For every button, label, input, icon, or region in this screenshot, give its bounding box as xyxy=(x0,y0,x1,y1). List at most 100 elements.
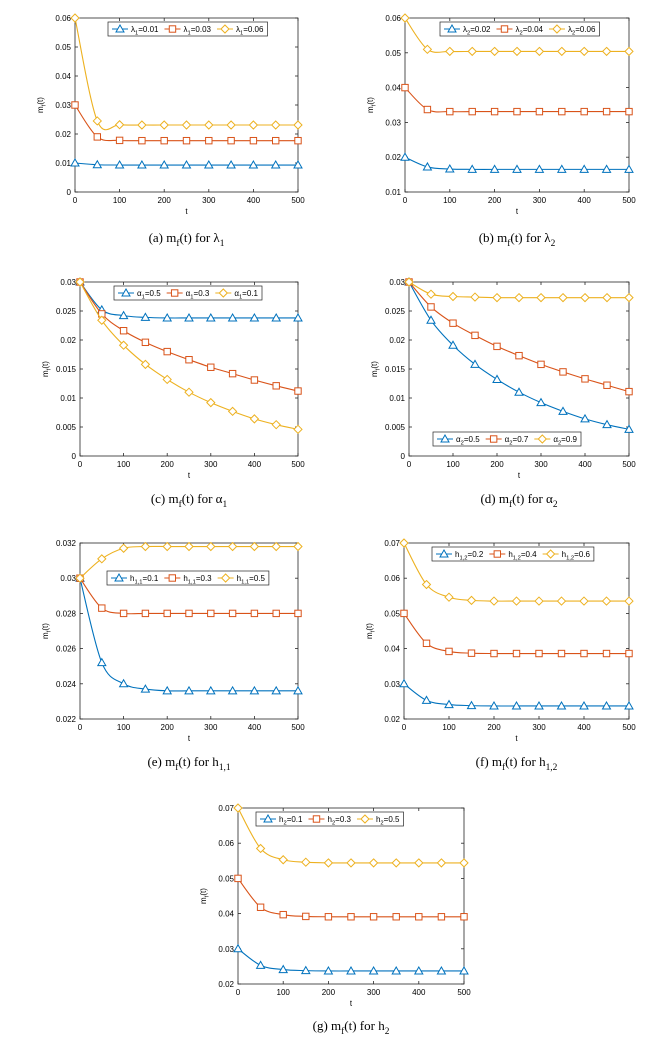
y-tick-label: 0.005 xyxy=(385,423,406,432)
data-point xyxy=(445,46,455,57)
legend-label: h1,2​=0.2 xyxy=(455,550,484,561)
legend-marker xyxy=(218,288,229,298)
x-tick-label: 500 xyxy=(622,460,636,469)
y-tick-label: 0.03 xyxy=(384,680,400,689)
legend-marker xyxy=(360,814,370,824)
data-point xyxy=(272,609,280,618)
x-tick-label: 500 xyxy=(291,460,305,469)
data-point xyxy=(557,649,566,658)
y-tick-label: 0.05 xyxy=(384,609,400,618)
subfigure-caption: (a) mf​(t) for λ1​ xyxy=(149,230,225,249)
data-point xyxy=(205,312,216,322)
series-2 xyxy=(400,609,633,658)
data-point xyxy=(119,327,128,335)
data-point xyxy=(536,292,546,303)
data-point xyxy=(294,387,302,395)
data-point xyxy=(422,639,431,648)
legend-box xyxy=(107,21,268,37)
data-point xyxy=(181,160,192,169)
data-point xyxy=(137,160,147,169)
data-point xyxy=(467,649,476,657)
legend-label: h1,1​=0.3 xyxy=(183,574,212,585)
data-point xyxy=(625,387,633,396)
x-tick-label: 400 xyxy=(577,723,591,732)
data-point xyxy=(391,858,401,868)
data-point xyxy=(141,609,150,618)
legend-label: h2​=0.1 xyxy=(279,815,303,826)
data-point xyxy=(399,678,409,688)
chart-panel-c: 0 100 200 300 400 500 0 0.005 0.01 0.015 0.02 0.025… xyxy=(41,276,305,510)
legend-label: λ1​=0.01 xyxy=(131,25,159,36)
data-point xyxy=(278,964,289,974)
y-tick-label: 0.03 xyxy=(55,101,71,110)
data-point xyxy=(141,338,150,347)
data-point xyxy=(426,315,436,324)
data-point xyxy=(279,910,287,919)
data-point xyxy=(205,685,216,695)
data-point xyxy=(512,649,521,658)
data-point xyxy=(162,685,173,695)
chart-panel-d: 0 100 200 300 400 500 0 0.005 0.01 0.015 0.02 0.025… xyxy=(370,276,636,510)
data-point xyxy=(490,649,498,658)
x-tick-label: 500 xyxy=(622,196,636,205)
data-point xyxy=(400,152,410,161)
data-point xyxy=(448,340,458,349)
data-point xyxy=(302,912,310,921)
x-tick-label: 100 xyxy=(277,988,291,997)
data-point xyxy=(536,397,546,407)
legend: λ2​=0.02 λ2​=0.04 λ2​=0.06 xyxy=(439,21,600,37)
data-point xyxy=(400,609,408,618)
plot-area xyxy=(403,542,630,720)
x-axis-label: t xyxy=(350,999,353,1008)
data-point xyxy=(471,331,479,340)
y-axis-label: mf​(t) xyxy=(36,97,47,113)
data-point xyxy=(467,46,477,57)
y-tick-label: 0.06 xyxy=(384,574,400,583)
data-point xyxy=(293,312,303,322)
legend-item: α2​=0.7 xyxy=(485,435,529,446)
y-tick-label: 0.03 xyxy=(385,118,401,127)
data-point xyxy=(468,107,476,116)
data-point xyxy=(249,136,258,145)
data-point xyxy=(233,803,243,813)
data-point xyxy=(119,609,128,618)
data-point xyxy=(556,596,567,606)
data-point xyxy=(514,387,524,396)
data-point xyxy=(535,107,544,116)
legend-label: h1,2​=0.6 xyxy=(562,550,591,561)
data-point xyxy=(558,406,568,415)
legend-marker xyxy=(263,813,273,823)
legend-box xyxy=(439,21,600,37)
data-point xyxy=(466,595,477,606)
y-tick-label: 0.015 xyxy=(56,365,77,374)
series-3 xyxy=(75,541,303,583)
x-tick-label: 200 xyxy=(488,196,502,205)
data-point xyxy=(234,874,242,883)
y-tick-label: 0.02 xyxy=(60,336,76,345)
data-point xyxy=(557,46,567,57)
x-axis-label: t xyxy=(188,471,191,480)
legend: h1,1​=0.1 h1,1​=0.3 h1,1​=0.5 xyxy=(106,570,270,586)
data-point xyxy=(422,44,433,55)
legend-box xyxy=(106,570,270,586)
x-tick-label: 100 xyxy=(442,723,456,732)
data-point xyxy=(404,277,414,287)
legend-marker xyxy=(168,574,177,582)
data-point xyxy=(579,164,590,173)
data-point xyxy=(206,541,216,552)
data-point xyxy=(249,541,260,552)
legend-item: α1​=0.5 xyxy=(118,287,161,300)
x-tick-label: 0 xyxy=(403,196,408,205)
legend-marker xyxy=(545,549,556,559)
data-point xyxy=(118,310,129,320)
legend-box xyxy=(113,285,263,301)
data-point xyxy=(226,160,236,169)
data-point xyxy=(294,136,302,145)
chart-panel-f: 0 100 200 300 400 500 0.02 0.03 0.04 0.05 0.06 0.07… xyxy=(365,538,636,773)
data-point xyxy=(493,342,501,351)
data-point xyxy=(227,685,238,695)
data-point xyxy=(301,857,311,867)
legend-marker xyxy=(121,287,131,297)
data-point xyxy=(421,695,432,704)
data-point xyxy=(558,107,566,116)
